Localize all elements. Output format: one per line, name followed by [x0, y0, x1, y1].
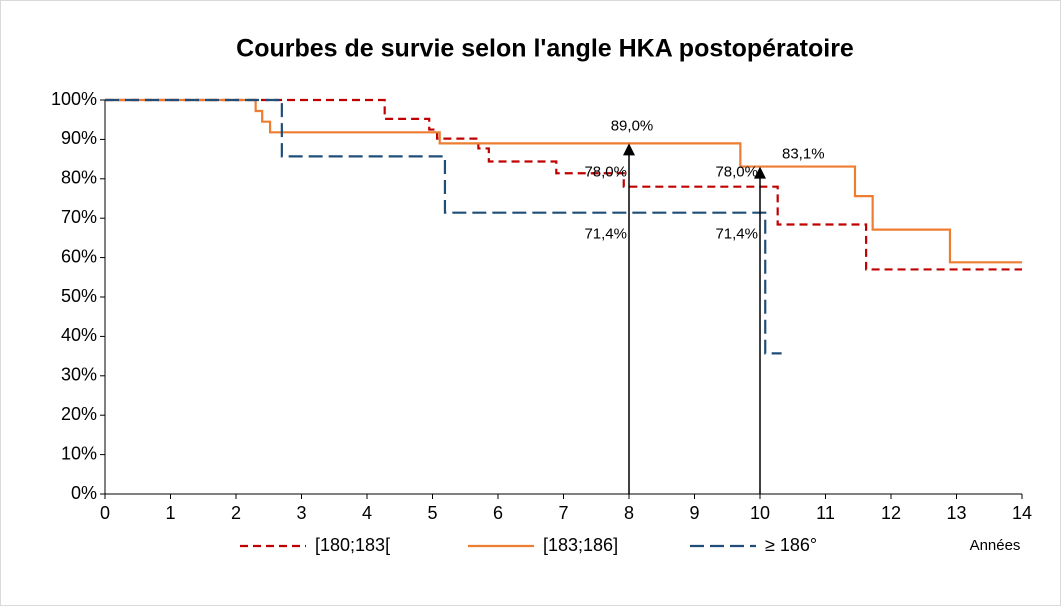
y-tick-label: 40% — [61, 325, 97, 345]
y-tick-label: 10% — [61, 443, 97, 463]
legend-label: [183;186] — [543, 535, 618, 555]
arrow-head — [623, 143, 635, 156]
x-tick-label: 5 — [427, 503, 437, 523]
x-tick-label: 8 — [624, 503, 634, 523]
x-tick-label: 14 — [1012, 503, 1032, 523]
x-tick-label: 13 — [946, 503, 966, 523]
arrow-head — [754, 166, 766, 179]
y-tick-label: 60% — [61, 246, 97, 266]
x-tick-label: 7 — [558, 503, 568, 523]
arrow-label: 89,0% — [611, 117, 654, 134]
y-tick-label: 30% — [61, 365, 97, 385]
arrow-label: 83,1% — [782, 146, 825, 163]
chart-title: Courbes de survie selon l'angle HKA post… — [236, 35, 854, 63]
x-tick-label: 12 — [881, 503, 901, 523]
x-tick-label: 1 — [165, 503, 175, 523]
level-label: 71,4% — [584, 226, 627, 243]
x-tick-label: 2 — [231, 503, 241, 523]
legend-label: [180;183[ — [315, 535, 390, 555]
x-tick-label: 4 — [362, 503, 372, 523]
x-tick-label: 10 — [750, 503, 770, 523]
level-label: 78,0% — [715, 164, 758, 181]
y-tick-label: 90% — [61, 128, 97, 148]
y-tick-label: 70% — [61, 207, 97, 227]
y-tick-label: 100% — [51, 89, 97, 109]
survival-curve — [105, 98, 1022, 271]
legend-label: ≥ 186° — [765, 535, 817, 555]
y-tick-label: 20% — [61, 404, 97, 424]
x-axis-label: Années — [970, 537, 1021, 554]
x-tick-label: 6 — [493, 503, 503, 523]
y-tick-label: 50% — [61, 286, 97, 306]
x-tick-label: 0 — [100, 503, 110, 523]
y-tick-label: 0% — [71, 483, 97, 503]
level-label: 71,4% — [715, 226, 758, 243]
survival-curve — [105, 98, 1022, 264]
x-tick-label: 11 — [816, 503, 835, 523]
x-tick-label: 3 — [296, 503, 306, 523]
y-tick-label: 80% — [61, 168, 97, 188]
x-tick-label: 9 — [689, 503, 699, 523]
survival-curve — [105, 98, 782, 355]
level-label: 78,0% — [584, 164, 627, 181]
